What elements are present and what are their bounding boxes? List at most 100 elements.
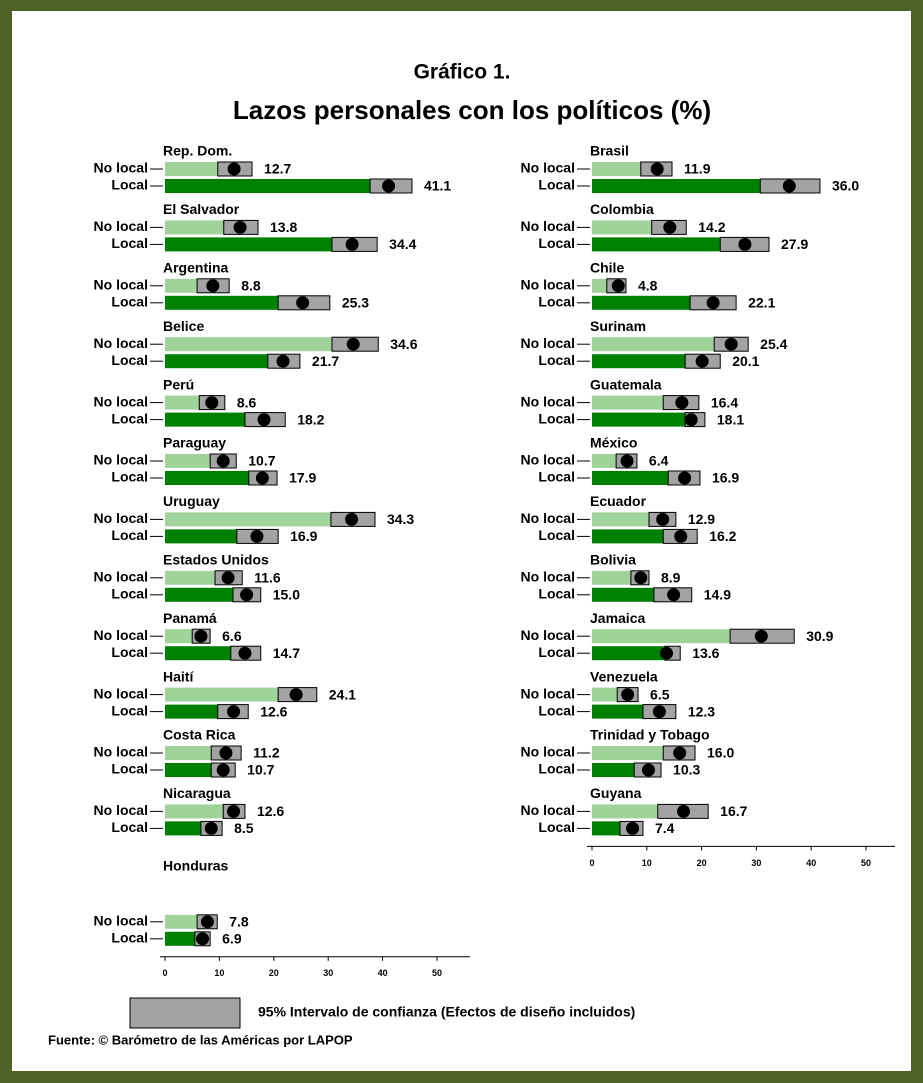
point	[634, 571, 648, 585]
category-label: No local	[94, 218, 148, 234]
point	[233, 220, 247, 234]
value-label: 8.9	[661, 570, 681, 586]
group-title: Paraguay	[163, 435, 226, 451]
point	[250, 529, 264, 543]
category-label: Local	[111, 930, 148, 946]
category-label: No local	[94, 913, 148, 929]
bar	[165, 931, 195, 946]
value-label: 25.4	[760, 336, 787, 352]
value-label: 16.0	[707, 745, 734, 761]
bar	[165, 337, 333, 352]
category-label: Local	[111, 235, 148, 251]
value-label: 11.9	[684, 161, 711, 177]
value-label: 18.2	[297, 411, 324, 427]
bar	[592, 746, 664, 760]
category-label: Local	[111, 294, 148, 310]
group-title: Estados Unidos	[163, 552, 269, 568]
bar	[592, 512, 649, 527]
category-label: No local	[521, 277, 575, 293]
legend-swatch	[129, 997, 241, 1029]
point	[782, 179, 796, 193]
category-label: Local	[538, 177, 575, 193]
bar	[165, 354, 268, 369]
value-label: 16.7	[720, 803, 747, 819]
bar	[165, 454, 211, 468]
point	[205, 396, 219, 410]
value-label: 10.7	[248, 453, 275, 469]
point	[216, 454, 230, 468]
bar	[592, 395, 664, 410]
bar	[165, 570, 216, 585]
value-label: 11.2	[253, 745, 280, 761]
category-label: No local	[94, 685, 148, 701]
point	[345, 237, 359, 251]
value-label: 24.1	[329, 686, 356, 702]
value-label: 27.9	[781, 236, 808, 252]
bar	[165, 629, 193, 644]
point	[650, 162, 664, 176]
value-label: 12.9	[688, 511, 715, 527]
x-tick-label: 30	[323, 968, 333, 978]
group-title: Jamaica	[590, 610, 645, 626]
point	[724, 337, 738, 351]
point	[754, 629, 768, 643]
bar	[165, 704, 218, 719]
point	[641, 763, 655, 777]
category-label: Local	[111, 410, 148, 426]
value-label: 13.6	[692, 645, 719, 661]
category-label: No local	[521, 452, 575, 468]
point	[227, 162, 241, 176]
bar	[165, 278, 198, 293]
value-label: 14.7	[273, 645, 300, 661]
bar	[165, 529, 237, 544]
value-label: 6.4	[649, 453, 669, 469]
bar	[165, 412, 245, 427]
group-title: Brasil	[590, 143, 629, 159]
group-title: Perú	[163, 376, 194, 392]
point	[221, 571, 235, 585]
legend-label: 95% Intervalo de confianza (Efectos de d…	[258, 1004, 635, 1020]
bar	[165, 295, 279, 310]
group-title: Trinidad y Tobago	[590, 727, 710, 743]
category-label: Local	[538, 586, 575, 602]
point	[663, 220, 677, 234]
category-label: No local	[94, 160, 148, 176]
bar	[165, 821, 201, 836]
category-label: Local	[538, 819, 575, 835]
value-label: 36.0	[832, 178, 859, 194]
group-title: Costa Rica	[163, 727, 236, 743]
value-label: 10.7	[247, 762, 274, 778]
group-title: Argentina	[163, 260, 229, 276]
value-label: 12.6	[257, 803, 284, 819]
category-label: No local	[94, 335, 148, 351]
value-label: 8.6	[237, 394, 257, 410]
point	[382, 179, 396, 193]
value-label: 16.2	[709, 528, 736, 544]
value-label: 4.8	[638, 278, 658, 294]
point	[200, 915, 214, 929]
bar	[592, 454, 617, 468]
bar	[592, 278, 607, 293]
point	[620, 454, 634, 468]
value-label: 30.9	[806, 628, 833, 644]
group-title: Guyana	[590, 785, 642, 801]
value-label: 15.0	[273, 587, 300, 603]
value-label: 34.4	[389, 236, 416, 252]
group-title: Surinam	[590, 318, 646, 334]
group-title: Bolivia	[590, 552, 636, 568]
bar	[165, 179, 371, 193]
bar	[592, 804, 658, 819]
point	[678, 471, 692, 485]
source: Fuente: © Barómetro de las Américas por …	[48, 1032, 353, 1047]
group-title: Uruguay	[163, 493, 220, 509]
point	[611, 279, 625, 293]
category-label: Local	[538, 469, 575, 485]
bar	[592, 763, 635, 777]
point	[289, 688, 303, 702]
value-label: 41.1	[424, 178, 451, 194]
point	[652, 705, 666, 719]
category-label: No local	[94, 569, 148, 585]
bar	[165, 587, 233, 602]
category-label: Local	[111, 527, 148, 543]
